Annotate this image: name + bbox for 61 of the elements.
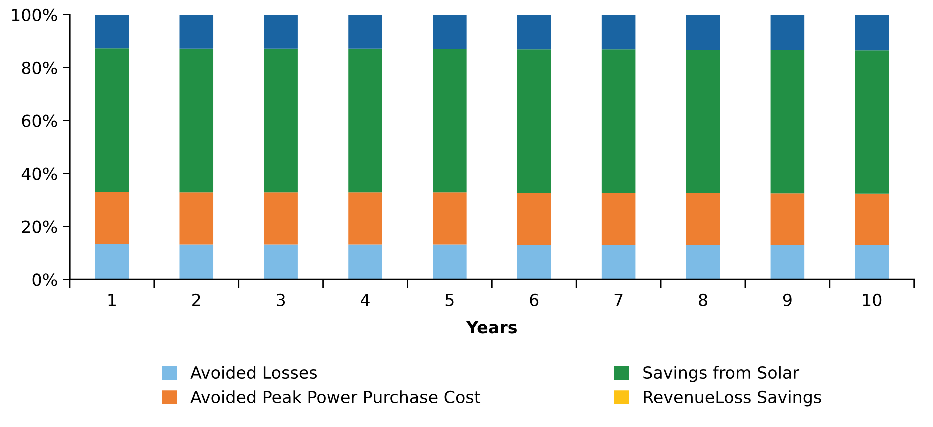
bar [686, 50, 720, 194]
bar [433, 244, 467, 280]
bar [770, 14, 805, 50]
bar [348, 48, 382, 193]
x-tick-label: 7 [614, 294, 623, 306]
bar [770, 50, 805, 194]
bar [264, 244, 298, 280]
legend-label: Savings from Solar [644, 366, 800, 382]
bar [433, 192, 467, 245]
x-tick-label: 10 [863, 294, 882, 306]
bar [433, 49, 467, 193]
x-tick-label: 2 [192, 294, 200, 306]
bar [264, 192, 298, 245]
bar [264, 14, 298, 49]
bar [602, 245, 636, 280]
bar [855, 246, 890, 280]
bar [180, 48, 214, 193]
bar [686, 193, 720, 246]
bar [180, 244, 214, 280]
x-tick-label: 8 [699, 294, 708, 306]
bar [433, 14, 467, 50]
y-tick-label: 60% [22, 114, 58, 128]
bar [180, 192, 214, 245]
legend-label: Avoided Peak Power Purchase Cost [190, 390, 481, 404]
bar [686, 14, 720, 50]
bar [855, 14, 890, 51]
bar [95, 14, 130, 49]
bar [95, 48, 130, 192]
bar [264, 48, 298, 193]
bar [348, 244, 382, 280]
bar [686, 245, 720, 280]
x-tick-label: 6 [530, 294, 539, 306]
bar [517, 14, 552, 50]
y-tick-label: 80% [22, 62, 58, 74]
bar [180, 14, 214, 49]
x-tick-label: 9 [783, 294, 792, 306]
bar [602, 50, 636, 194]
bar [95, 192, 130, 244]
bar [348, 14, 382, 49]
bar [517, 193, 552, 246]
y-tick-label: 20% [22, 220, 58, 234]
bar [855, 194, 890, 246]
legend-label: RevenueLoss Savings [644, 390, 822, 407]
x-tick-label: 5 [446, 294, 454, 306]
y-tick-label: 100% [12, 8, 58, 22]
x-axis-title: Years [466, 321, 517, 334]
bar [602, 14, 636, 50]
bar [517, 50, 552, 194]
y-tick-label: 0% [32, 274, 58, 286]
y-tick-label: 40% [22, 168, 58, 180]
x-tick-label: 4 [361, 294, 370, 306]
bar [348, 192, 382, 245]
legend-label: Avoided Losses [190, 366, 318, 380]
bar [855, 50, 890, 194]
bar [602, 193, 636, 246]
x-tick-label: 1 [108, 294, 116, 306]
bar [770, 194, 805, 246]
x-tick-label: 3 [277, 294, 286, 306]
bar [95, 244, 130, 280]
bar [517, 245, 552, 280]
bar [770, 245, 805, 280]
